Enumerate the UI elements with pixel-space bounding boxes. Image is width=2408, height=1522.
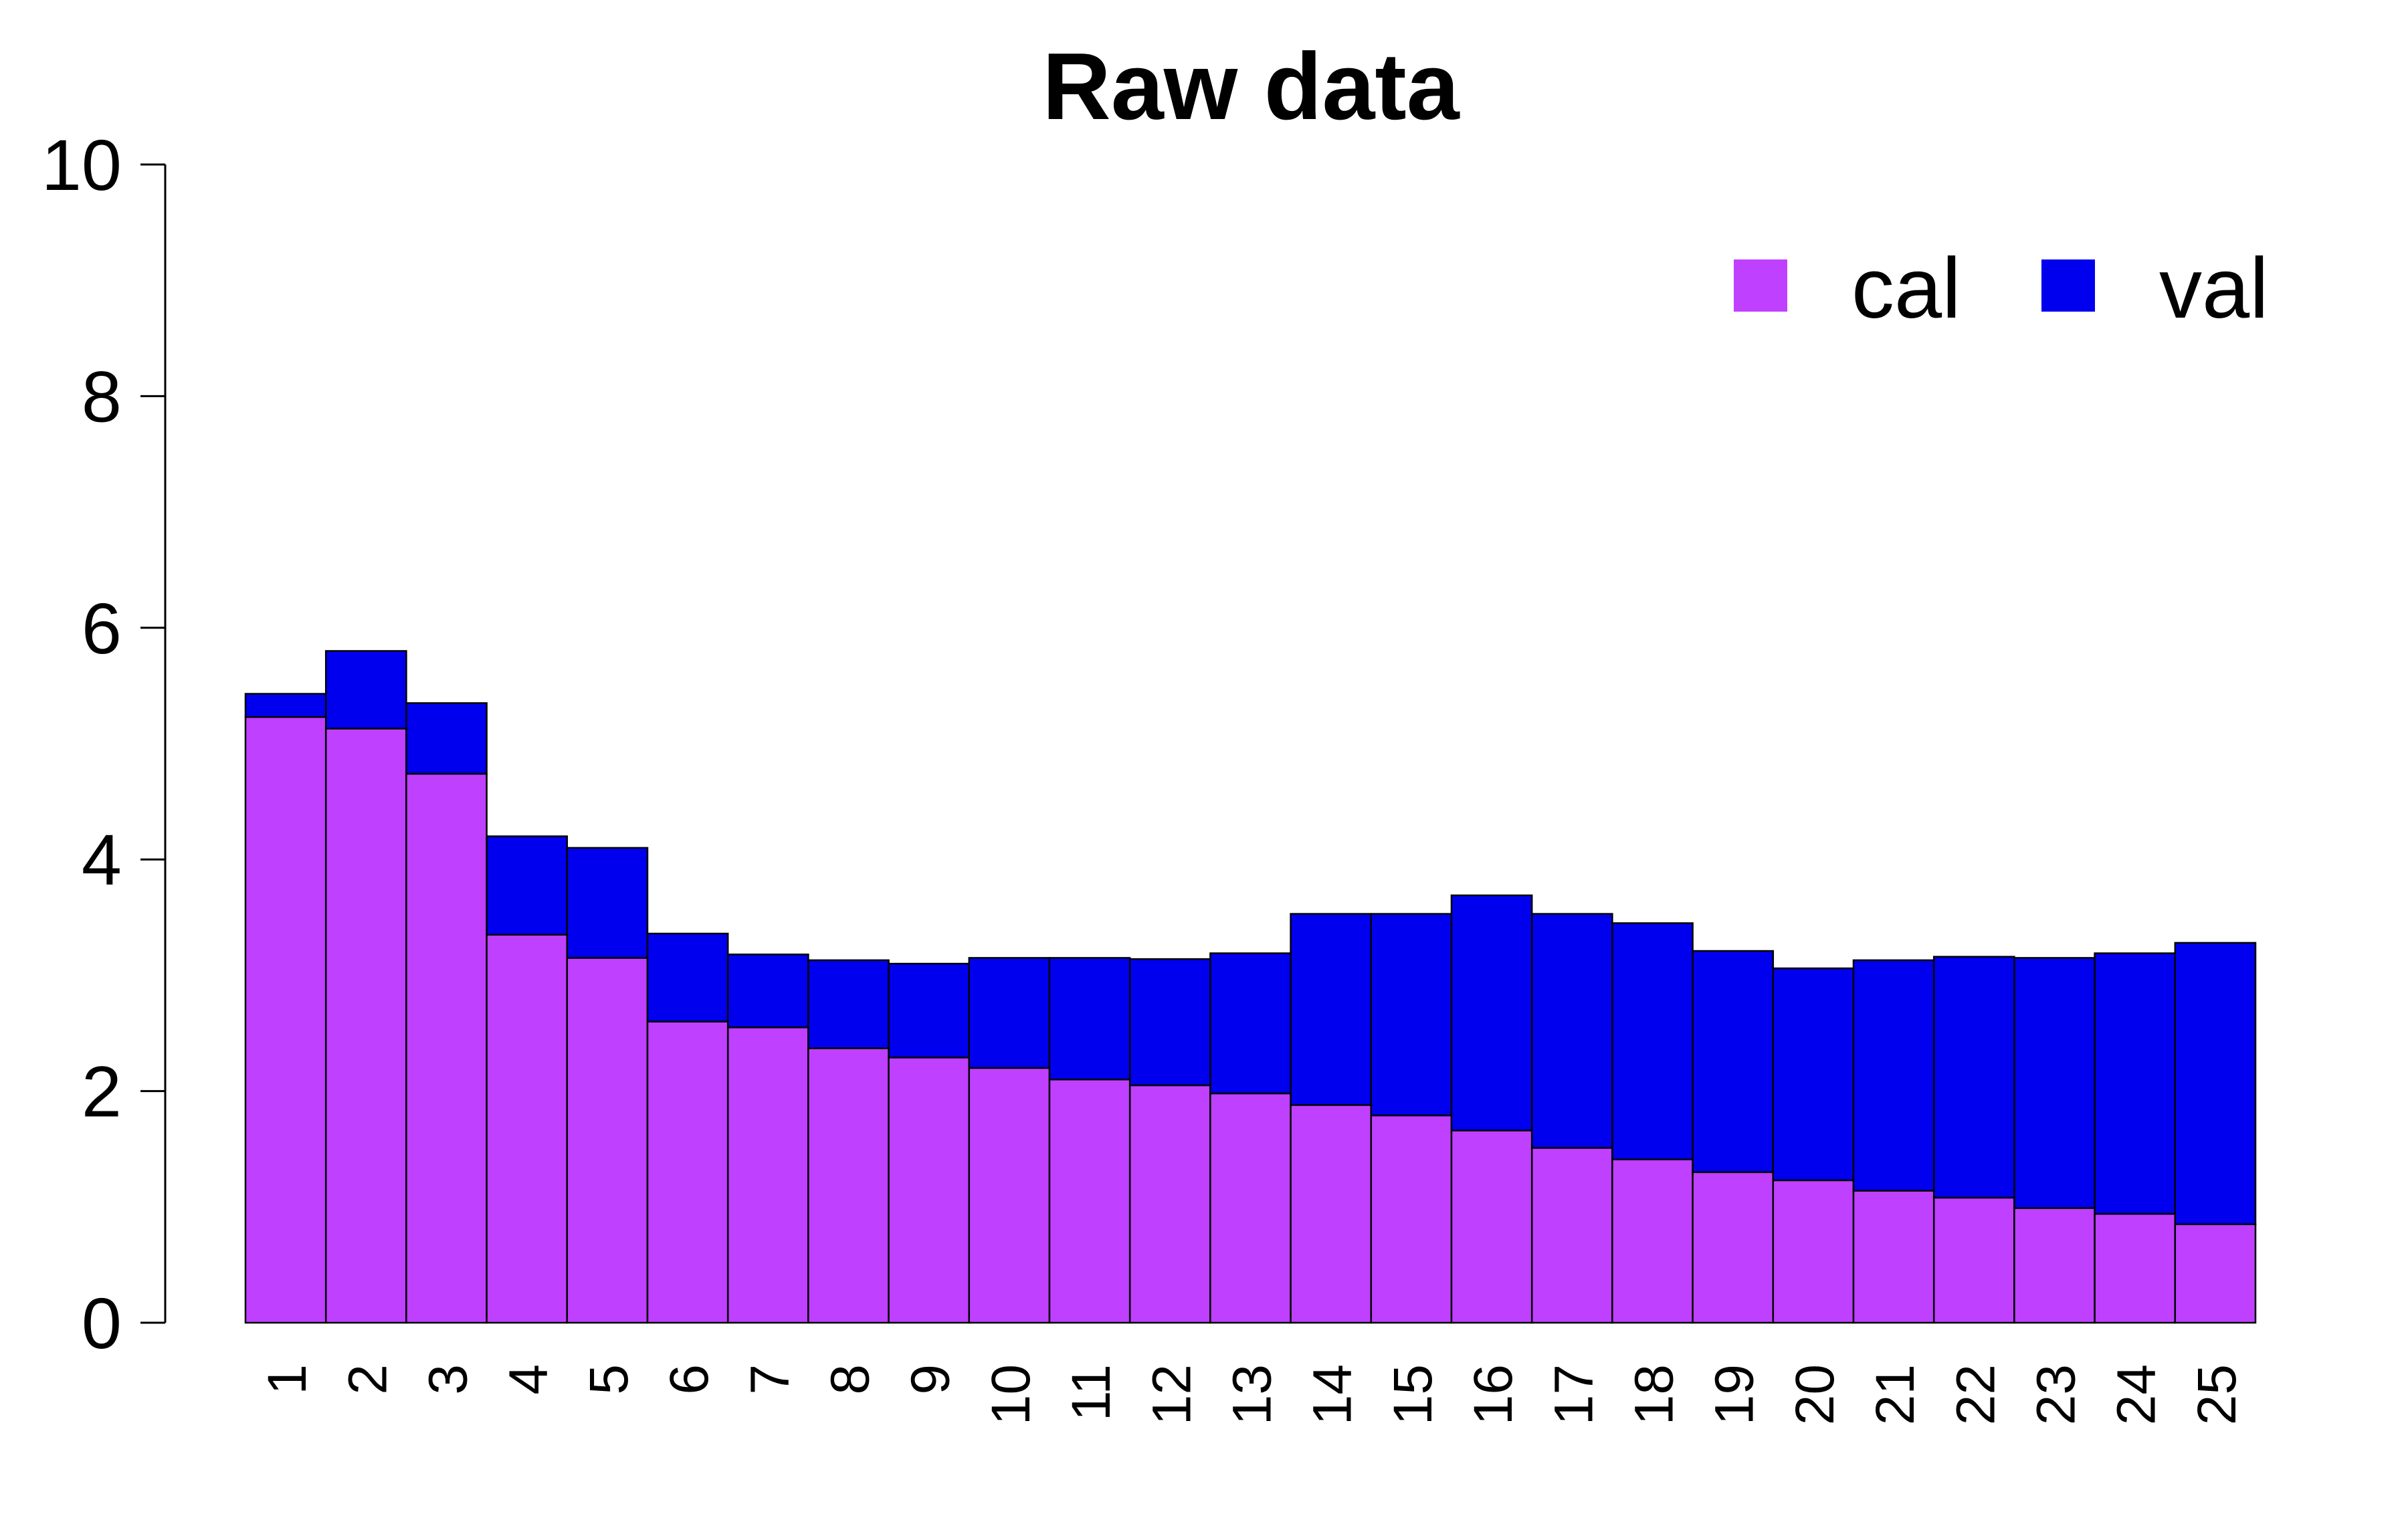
bar-val-10 <box>968 957 1051 1069</box>
bar-val-14 <box>1290 913 1373 1106</box>
x-tick-label-18: 18 <box>1624 1364 1685 1425</box>
bar-cal-16 <box>1450 1129 1533 1324</box>
bar-cal-3 <box>405 772 488 1324</box>
bars-group <box>244 650 2257 1324</box>
x-tick-label-15: 15 <box>1383 1364 1443 1425</box>
x-tick-label-24: 24 <box>2106 1364 2167 1425</box>
bar-cal-10 <box>968 1067 1051 1324</box>
x-tick-label-11: 11 <box>1061 1364 1122 1421</box>
bar-val-13 <box>1209 952 1292 1095</box>
y-ticks-group: 0 2 4 6 8 10 <box>41 124 165 1364</box>
x-tick-label-21: 21 <box>1865 1364 1926 1425</box>
x-tick-label-9: 9 <box>900 1364 961 1395</box>
x-tick-label-25: 25 <box>2187 1364 2247 1425</box>
bar-cal-20 <box>1772 1179 1855 1324</box>
bar-val-6 <box>646 932 729 1022</box>
bar-cal-5 <box>566 957 649 1324</box>
bar-cal-15 <box>1370 1114 1453 1324</box>
bar-cal-6 <box>646 1020 729 1324</box>
x-tick-label-4: 4 <box>498 1364 559 1395</box>
bar-cal-2 <box>324 728 407 1324</box>
x-tick-label-13: 13 <box>1222 1364 1283 1425</box>
x-tick-label-23: 23 <box>2026 1364 2087 1425</box>
bar-val-17 <box>1530 913 1613 1149</box>
bar-val-2 <box>324 650 407 730</box>
x-tick-label-1: 1 <box>257 1364 318 1395</box>
bar-cal-18 <box>1611 1158 1694 1324</box>
bar-cal-9 <box>888 1057 971 1324</box>
bar-cal-12 <box>1128 1084 1211 1324</box>
y-tick-label-2: 2 <box>82 1051 122 1132</box>
bar-val-11 <box>1048 957 1131 1081</box>
bar-cal-4 <box>486 934 569 1324</box>
x-tick-label-16: 16 <box>1463 1364 1524 1425</box>
bar-cal-22 <box>1932 1196 2015 1324</box>
x-tick-label-3: 3 <box>418 1364 479 1395</box>
bar-val-15 <box>1370 913 1453 1117</box>
bar-val-19 <box>1692 950 1775 1174</box>
y-tick-label-8: 8 <box>82 356 122 437</box>
bar-cal-14 <box>1290 1104 1373 1324</box>
bar-cal-8 <box>807 1047 890 1324</box>
x-tick-label-20: 20 <box>1785 1364 1845 1425</box>
x-tick-label-6: 6 <box>659 1364 720 1395</box>
x-tick-label-17: 17 <box>1543 1364 1604 1425</box>
bar-val-7 <box>726 953 809 1028</box>
bar-cal-25 <box>2174 1223 2257 1324</box>
y-tick-label-10: 10 <box>41 124 122 205</box>
bar-val-12 <box>1128 958 1211 1087</box>
x-tick-label-10: 10 <box>981 1364 1041 1425</box>
bar-val-20 <box>1772 967 1855 1182</box>
x-tick-label-19: 19 <box>1704 1364 1765 1425</box>
x-tick-label-2: 2 <box>337 1364 398 1395</box>
x-tick-label-5: 5 <box>579 1364 639 1395</box>
bar-val-18 <box>1611 922 1694 1161</box>
bar-cal-24 <box>2094 1212 2177 1324</box>
bar-cal-7 <box>726 1026 809 1324</box>
x-tick-label-14: 14 <box>1302 1364 1363 1425</box>
x-ticks-group: 1 2 3 4 5 6 7 8 9 10 11 12 13 14 15 16 17 18 19 20 21 22 23 24 2… <box>257 1364 2247 1425</box>
bar-val-3 <box>405 702 488 775</box>
bar-cal-21 <box>1852 1190 1935 1324</box>
bar-val-21 <box>1852 959 1935 1192</box>
bar-val-16 <box>1450 894 1533 1131</box>
bar-cal-13 <box>1209 1092 1292 1324</box>
bar-val-24 <box>2094 952 2177 1215</box>
x-tick-label-7: 7 <box>739 1364 800 1395</box>
x-tick-label-12: 12 <box>1141 1364 1202 1425</box>
legend-swatch-val <box>2041 259 2095 312</box>
bar-val-4 <box>486 835 569 936</box>
y-tick-label-4: 4 <box>82 819 122 900</box>
x-tick-label-8: 8 <box>820 1364 881 1395</box>
bar-val-23 <box>2013 957 2096 1209</box>
bar-val-5 <box>566 847 649 959</box>
y-tick-label-0: 0 <box>82 1283 122 1364</box>
bar-val-25 <box>2174 942 2257 1226</box>
bar-cal-11 <box>1048 1079 1131 1324</box>
y-tick-label-6: 6 <box>82 588 122 669</box>
bar-cal-19 <box>1692 1171 1775 1324</box>
legend-label-val: val <box>2159 241 2269 336</box>
legend-label-cal: cal <box>1851 241 1961 336</box>
legend-swatch-cal <box>1734 259 1787 312</box>
chart-title: Raw data <box>1042 33 1460 140</box>
bar-cal-17 <box>1530 1147 1613 1324</box>
bar-val-22 <box>1932 956 2015 1199</box>
bar-val-1 <box>244 693 327 718</box>
bar-val-9 <box>888 962 971 1059</box>
x-tick-label-22: 22 <box>1945 1364 2006 1425</box>
bar-cal-23 <box>2013 1207 2096 1324</box>
bar-val-8 <box>807 959 890 1049</box>
bar-cal-1 <box>244 716 327 1324</box>
legend: cal val <box>1734 241 2269 336</box>
